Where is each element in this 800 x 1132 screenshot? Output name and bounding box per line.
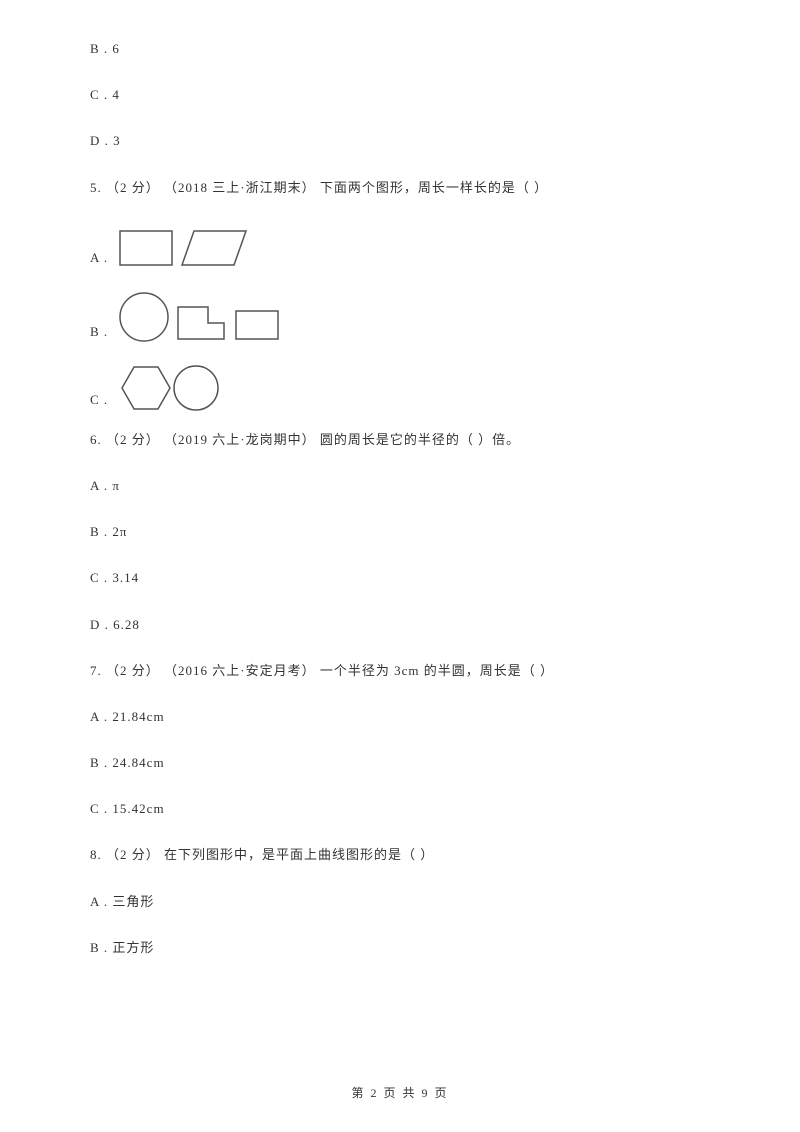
q6-option-a: A . π [90, 477, 710, 495]
q6-option-d: D . 6.28 [90, 616, 710, 634]
q6-option-b: B . 2π [90, 523, 710, 541]
q7-stem: 7. （2 分） （2016 六上·安定月考） 一个半径为 3cm 的半圆，周长… [90, 662, 710, 680]
q4-option-c: C . 4 [90, 86, 710, 104]
q4-option-d: D . 3 [90, 132, 710, 150]
q7-option-c: C . 15.42cm [90, 800, 710, 818]
q5-option-b-label: B . [90, 323, 108, 345]
q7-option-b: B . 24.84cm [90, 754, 710, 772]
q5-option-b: B . [90, 289, 710, 345]
q8-option-b: B . 正方形 [90, 939, 710, 957]
q5-option-a-label: A . [90, 249, 108, 271]
q8-stem: 8. （2 分） 在下列图形中，是平面上曲线图形的是（ ） [90, 846, 710, 864]
q5-option-c-label: C . [90, 391, 108, 413]
q5-option-c: C . [90, 363, 710, 413]
q6-stem: 6. （2 分） （2019 六上·龙岗期中） 圆的周长是它的半径的（ ）倍。 [90, 431, 710, 449]
q5-option-c-figure [116, 363, 246, 413]
q6-option-c: C . 3.14 [90, 569, 710, 587]
q5-option-a-figure [116, 225, 251, 271]
q5-option-b-figure [116, 289, 286, 345]
q8-option-a: A . 三角形 [90, 893, 710, 911]
q5-stem: 5. （2 分） （2018 三上·浙江期末） 下面两个图形，周长一样长的是（ … [90, 179, 710, 197]
q4-option-b: B . 6 [90, 40, 710, 58]
page-footer: 第 2 页 共 9 页 [0, 1085, 800, 1102]
q7-option-a: A . 21.84cm [90, 708, 710, 726]
q5-option-a: A . [90, 225, 710, 271]
